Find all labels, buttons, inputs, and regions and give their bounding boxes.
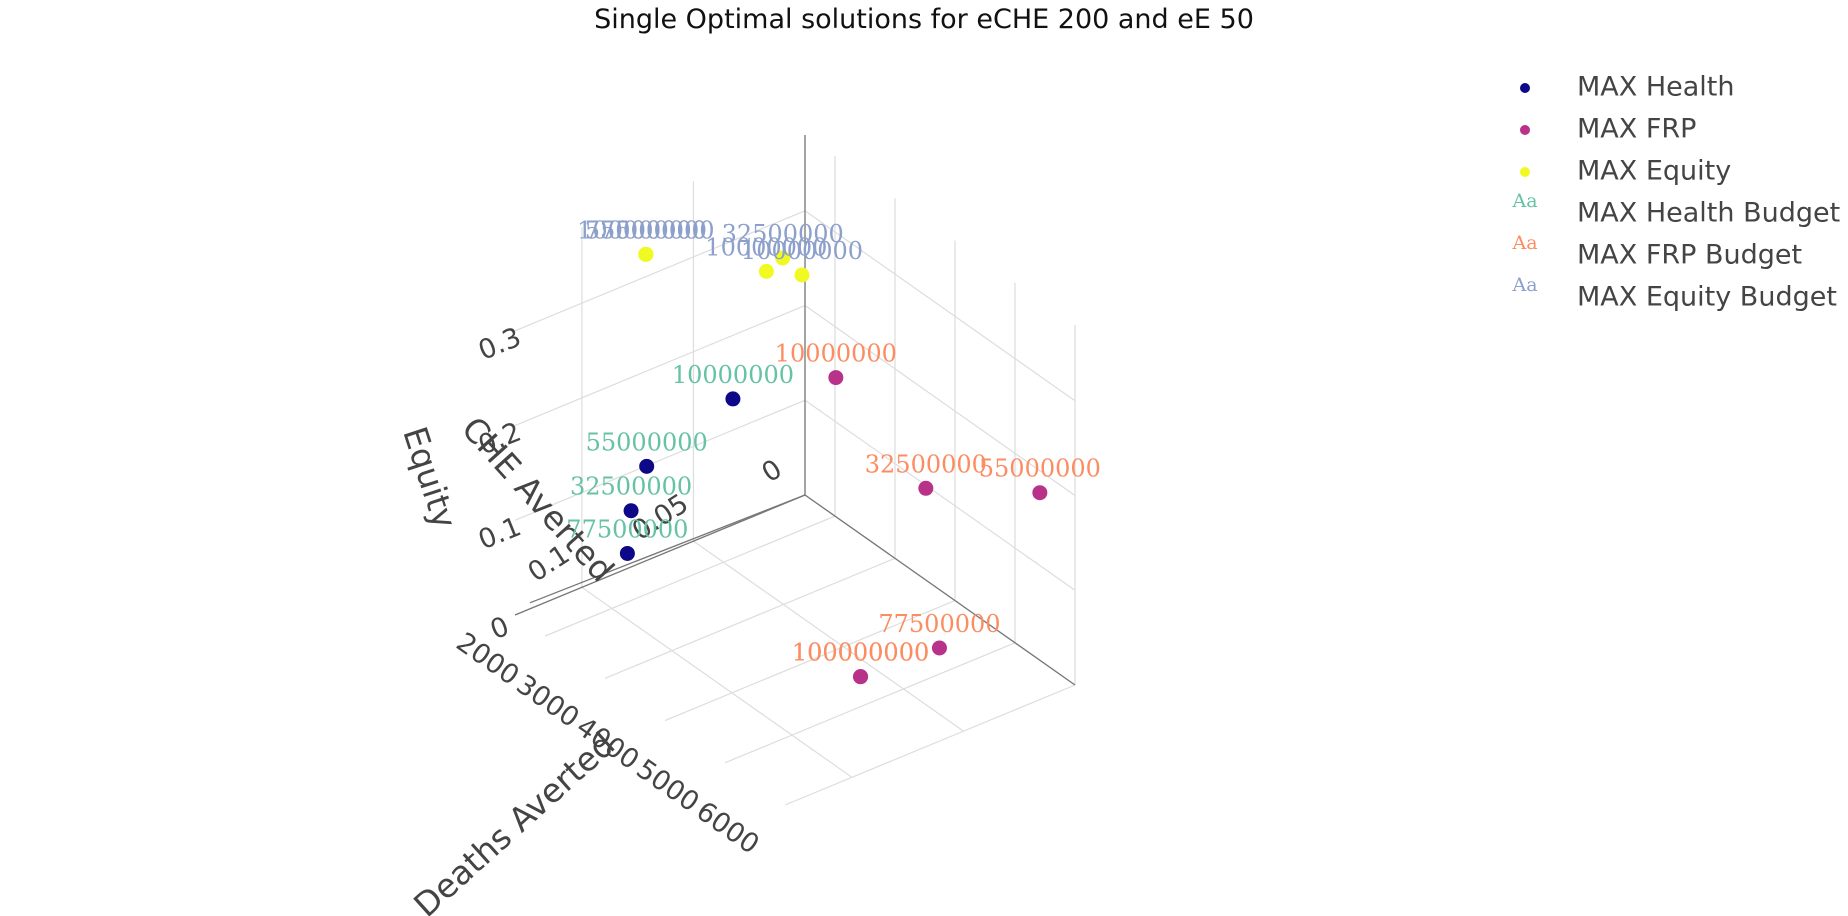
grid-line-y-floor (581, 586, 853, 778)
axis-line-y (514, 494, 806, 616)
data-points[interactable] (619, 246, 1048, 685)
z-tick-label: 0.1 (474, 511, 525, 556)
y-tick-label: 0 (756, 454, 787, 489)
grid-line-z-wall-x (804, 399, 1076, 591)
grid-line-x-floor (784, 684, 1076, 806)
legend-label-max-equity-budget[interactable]: MAX Equity Budget (1577, 282, 1837, 313)
budget-label-max-frp-budget: 100000000 (792, 639, 929, 667)
grid-line-z-wall-x (804, 210, 1076, 402)
z-tick-label: 0.3 (474, 322, 525, 367)
x-tick-label: 6000 (691, 796, 765, 861)
point-max-equity[interactable] (638, 246, 654, 262)
grid-line-z-wall-y (514, 210, 806, 332)
x-axis-title: Deaths Averted (406, 724, 622, 916)
budget-label-max-health-budget: 55000000 (586, 428, 708, 456)
budget-label-max-equity-budget: 10000000 (705, 233, 827, 261)
legend-marker-max-frp[interactable] (1520, 125, 1530, 135)
legend-label-max-health[interactable]: MAX Health (1577, 72, 1735, 103)
point-max-frp[interactable] (1032, 485, 1048, 501)
x-tick-label: 2000 (451, 627, 525, 692)
grid-line-x-floor (544, 515, 836, 637)
grid-line-z-wall-x (804, 305, 1076, 497)
point-max-frp[interactable] (931, 640, 947, 656)
point-max-frp[interactable] (828, 370, 844, 386)
grid-line-x-floor (604, 557, 896, 679)
point-max-health[interactable] (725, 391, 741, 407)
axis-lines (514, 135, 1076, 686)
budget-label-max-frp-budget: 77500000 (878, 610, 1000, 638)
legend-label-max-frp[interactable]: MAX FRP (1577, 114, 1696, 145)
z-tick-label: 0 (486, 611, 514, 646)
budget-label-max-frp-budget: 55000000 (979, 455, 1101, 483)
point-max-equity[interactable] (758, 263, 774, 279)
legend-label-max-frp-budget[interactable]: MAX FRP Budget (1577, 240, 1802, 271)
point-max-health[interactable] (639, 458, 655, 474)
budget-label-max-frp-budget: 10000000 (775, 340, 897, 368)
point-max-frp[interactable] (853, 669, 869, 685)
legend-marker-max-health[interactable] (1520, 83, 1530, 93)
legend[interactable]: MAX Health MAX FRP MAX Equity Aa MAX Health … (1511, 72, 1840, 313)
grid-line-y-floor (693, 540, 964, 732)
budget-label-max-health-budget: 10000000 (672, 361, 794, 389)
axis-line-x (804, 494, 1076, 686)
x-tick-label: 5000 (631, 754, 705, 819)
budget-label-max-equity-budget: 55000000 (585, 216, 707, 244)
point-max-health[interactable] (623, 503, 639, 519)
z-axis-title: Equity (395, 422, 464, 533)
point-max-health[interactable] (619, 545, 635, 561)
budget-label-max-equity-budget: 100000000 (577, 216, 714, 244)
budget-label-max-equity-budget: 77500000 (585, 216, 707, 244)
legend-label-max-equity[interactable]: MAX Equity (1577, 156, 1731, 187)
legend-marker-max-frp-budget[interactable]: Aa (1511, 232, 1537, 254)
budget-label-max-equity-budget: 10000000 (741, 237, 863, 265)
grid-line-z-wall-y (514, 304, 806, 427)
grid-line-x-floor (724, 642, 1016, 764)
grid-line-x-floor (664, 600, 956, 722)
point-max-frp[interactable] (918, 480, 934, 496)
budget-label-max-equity-budget: 32500000 (722, 220, 844, 248)
point-max-equity[interactable] (775, 250, 791, 266)
legend-marker-max-equity-budget[interactable]: Aa (1511, 274, 1537, 296)
point-max-equity[interactable] (794, 267, 810, 283)
budget-label-max-frp-budget: 100000000 (792, 639, 929, 667)
budget-labels: 1000000055000000325000007750000010000000… (566, 216, 1101, 666)
legend-label-max-health-budget[interactable]: MAX Health Budget (1577, 198, 1840, 229)
budget-label-max-frp-budget: 32500000 (865, 450, 987, 478)
chart-title: Single Optimal solutions for eCHE 200 an… (594, 4, 1254, 35)
legend-marker-max-health-budget[interactable]: Aa (1511, 190, 1537, 212)
x-tick-label: 3000 (511, 669, 585, 734)
budget-label-max-health-budget: 77500000 (566, 515, 688, 543)
grid-line-z-wall-y (514, 399, 806, 521)
legend-marker-max-equity[interactable] (1520, 167, 1530, 177)
axis-line-y-front (529, 494, 806, 604)
budget-label-max-health-budget: 32500000 (570, 473, 692, 501)
